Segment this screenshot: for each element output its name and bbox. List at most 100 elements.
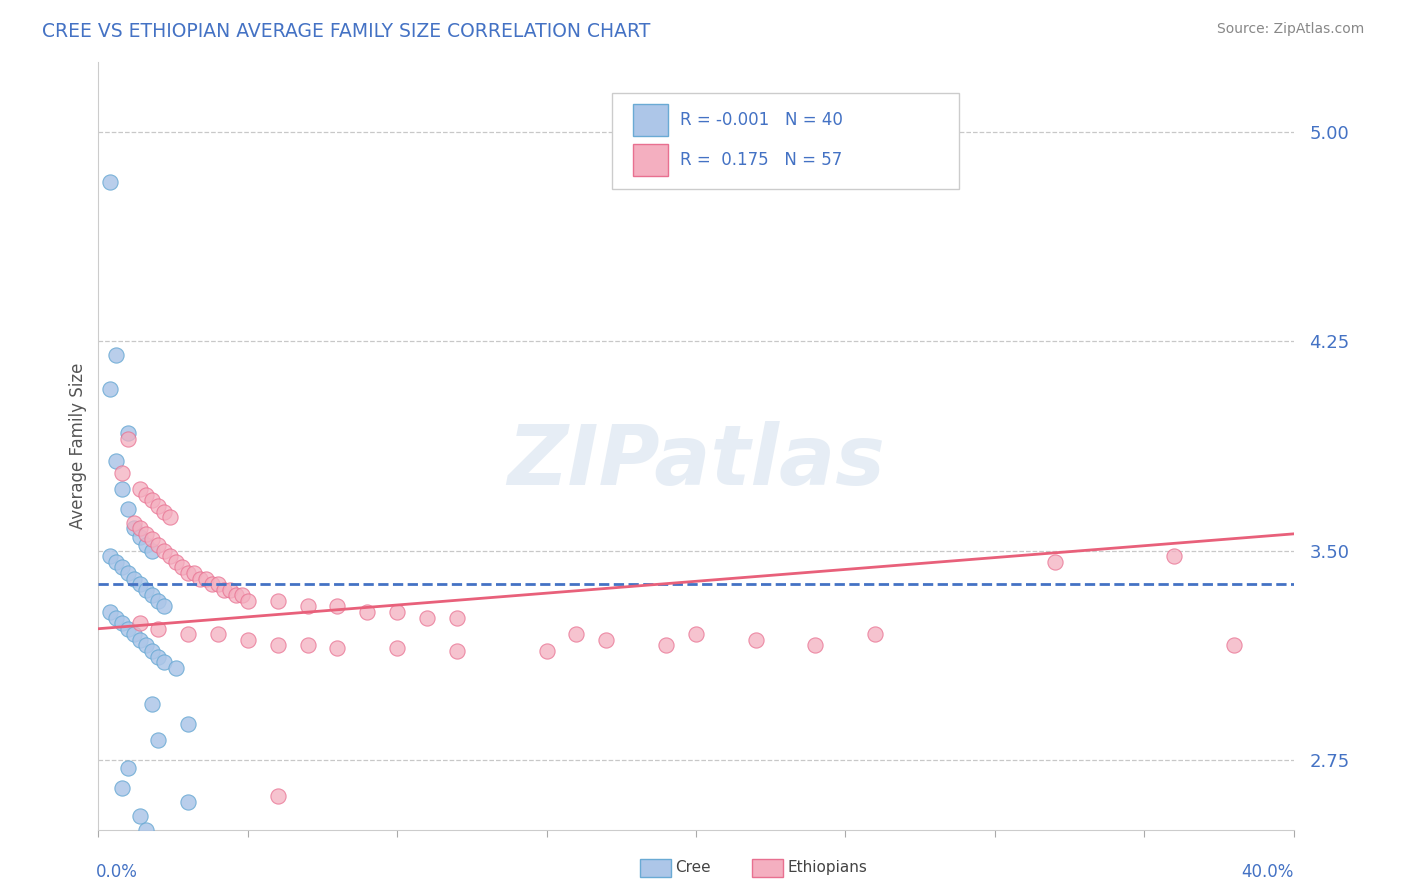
Point xyxy=(201,577,224,591)
Point xyxy=(111,466,134,480)
Point xyxy=(135,488,157,502)
Y-axis label: Average Family Size: Average Family Size xyxy=(69,363,87,529)
Point xyxy=(385,641,409,656)
Point xyxy=(105,454,128,468)
Text: R =  0.175   N = 57: R = 0.175 N = 57 xyxy=(681,151,842,169)
Point xyxy=(135,639,157,653)
Point xyxy=(416,610,439,624)
Point xyxy=(105,348,128,362)
Point xyxy=(177,716,200,731)
Bar xyxy=(633,103,668,136)
Point xyxy=(183,566,205,580)
Point xyxy=(117,432,139,446)
Point xyxy=(148,649,170,664)
Point xyxy=(141,543,163,558)
Point xyxy=(356,605,378,619)
Point xyxy=(135,582,157,597)
Point xyxy=(111,616,134,631)
Point xyxy=(117,761,139,775)
Point xyxy=(141,697,163,711)
Point xyxy=(236,632,259,647)
Point xyxy=(804,639,827,653)
Point xyxy=(177,627,200,641)
Text: 40.0%: 40.0% xyxy=(1241,863,1294,881)
Point xyxy=(446,610,468,624)
Point xyxy=(105,610,128,624)
Point xyxy=(148,594,170,608)
Point xyxy=(159,549,181,564)
Point xyxy=(141,533,163,547)
Point xyxy=(297,599,319,614)
Point xyxy=(135,822,157,837)
Point xyxy=(685,627,707,641)
Point xyxy=(129,530,152,544)
Point xyxy=(111,780,134,795)
Point xyxy=(117,426,139,441)
Point xyxy=(117,622,139,636)
Point xyxy=(207,577,229,591)
Point xyxy=(745,632,768,647)
Point xyxy=(129,632,152,647)
Point xyxy=(267,789,290,803)
Point xyxy=(165,555,187,569)
Point xyxy=(595,632,617,647)
Point xyxy=(129,521,152,535)
Point xyxy=(124,627,146,641)
Point xyxy=(153,504,176,518)
Point xyxy=(267,639,290,653)
Point xyxy=(297,639,319,653)
Point xyxy=(129,808,152,822)
Point xyxy=(1043,555,1066,569)
Point xyxy=(565,627,588,641)
Text: R = -0.001   N = 40: R = -0.001 N = 40 xyxy=(681,111,844,129)
Point xyxy=(105,555,128,569)
Point xyxy=(172,560,194,574)
Point xyxy=(177,566,200,580)
Point xyxy=(212,582,235,597)
Point xyxy=(219,582,242,597)
Point xyxy=(225,588,247,602)
Point xyxy=(148,538,170,552)
Point xyxy=(153,655,176,669)
Bar xyxy=(633,144,668,176)
Point xyxy=(1223,639,1246,653)
Point xyxy=(159,510,181,524)
Point xyxy=(98,382,122,396)
Point xyxy=(177,795,200,809)
Point xyxy=(148,733,170,747)
Point xyxy=(141,588,163,602)
Point xyxy=(98,175,122,189)
Text: Cree: Cree xyxy=(675,861,710,875)
Point xyxy=(111,560,134,574)
Point xyxy=(1163,549,1185,564)
Point xyxy=(231,588,253,602)
Point xyxy=(124,521,146,535)
Point xyxy=(135,527,157,541)
Point xyxy=(117,566,139,580)
Text: 0.0%: 0.0% xyxy=(96,863,138,881)
Point xyxy=(165,661,187,675)
Point xyxy=(129,577,152,591)
Point xyxy=(148,622,170,636)
Point xyxy=(326,641,349,656)
Text: ZIPatlas: ZIPatlas xyxy=(508,421,884,502)
Point xyxy=(153,543,176,558)
Point xyxy=(655,639,678,653)
Point xyxy=(195,572,218,586)
Point xyxy=(141,644,163,658)
Point xyxy=(124,516,146,530)
Point xyxy=(111,482,134,496)
Point xyxy=(267,594,290,608)
FancyBboxPatch shape xyxy=(613,93,959,189)
Point xyxy=(129,616,152,631)
Point xyxy=(188,572,211,586)
Point xyxy=(129,482,152,496)
Point xyxy=(236,594,259,608)
Point xyxy=(385,605,409,619)
Point xyxy=(124,572,146,586)
Point xyxy=(536,644,558,658)
Point xyxy=(98,549,122,564)
Point xyxy=(98,605,122,619)
Point xyxy=(446,644,468,658)
Point xyxy=(148,499,170,513)
